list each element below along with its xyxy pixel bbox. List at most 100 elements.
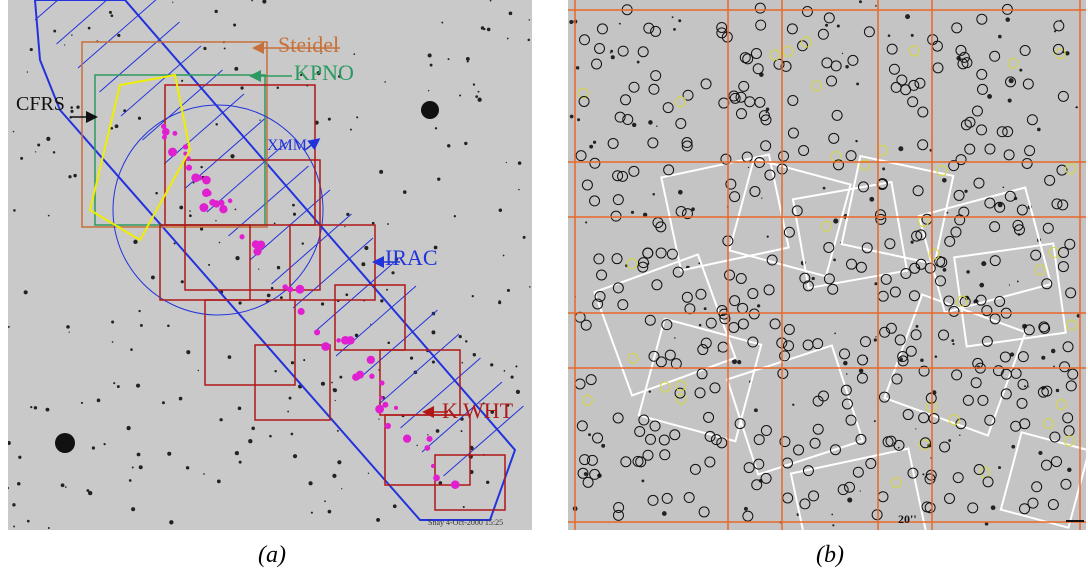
star [133,240,137,244]
star [203,47,206,50]
star [217,479,221,483]
star [13,209,16,212]
star [380,299,383,302]
source [191,173,200,182]
star [321,382,325,386]
star [233,24,236,27]
star [1067,468,1071,472]
star [832,524,834,526]
star [136,384,140,388]
source [183,144,188,149]
star [291,433,294,436]
star [189,214,192,217]
star [88,27,91,30]
star [384,81,386,83]
star [859,368,864,373]
star [704,307,707,310]
star [611,55,615,59]
star [139,465,143,469]
star [302,242,304,244]
star [131,507,135,511]
star [113,382,115,384]
star [431,330,435,334]
star [859,0,862,3]
star [46,137,50,141]
star [224,47,226,49]
label: K WHT [442,398,514,423]
star [88,491,92,495]
source [161,124,166,129]
star [601,444,605,448]
star [428,53,432,57]
star [911,34,914,37]
star [162,401,165,404]
star [1041,356,1045,360]
star [34,406,37,409]
star [475,95,478,98]
star [200,166,202,168]
star [964,190,967,193]
star [856,82,859,85]
star [109,11,112,14]
star [656,126,657,127]
star [498,301,501,304]
star [699,324,702,327]
star [416,445,417,446]
star [172,2,173,3]
label: IRAC [385,245,438,270]
star [569,20,573,24]
star [503,255,505,257]
star [1056,389,1059,392]
star [987,94,992,99]
star [13,131,14,132]
star [875,5,877,7]
star [748,167,749,168]
star [333,388,337,392]
star [403,190,407,194]
star [370,324,371,325]
star [428,90,429,91]
star [215,123,217,125]
star [593,141,596,144]
star [361,262,365,266]
star [619,23,621,25]
star [486,481,489,484]
star [117,34,120,37]
star [115,124,119,128]
star [529,286,531,288]
star [337,460,341,464]
star [576,66,579,69]
star [228,355,232,359]
star [214,10,217,13]
star [998,35,1002,39]
star [1054,30,1056,32]
star [833,219,838,224]
star [293,454,297,458]
star [678,190,683,195]
star [111,321,114,324]
star [441,22,443,24]
source [168,148,177,157]
star [341,488,342,489]
star [437,177,440,180]
star [181,80,183,82]
star [981,261,986,266]
star [387,223,389,225]
star [346,213,349,216]
star [70,106,73,109]
star [215,220,216,221]
star [328,510,332,514]
star [833,259,836,262]
star [882,167,885,170]
star [292,204,295,207]
star [186,466,189,469]
star [92,446,95,449]
star [966,270,970,274]
bright-star [421,101,439,119]
star [860,490,861,491]
star [632,123,636,127]
star [979,283,984,288]
star [117,385,120,388]
star [379,170,383,174]
caption: (b) [816,542,844,568]
